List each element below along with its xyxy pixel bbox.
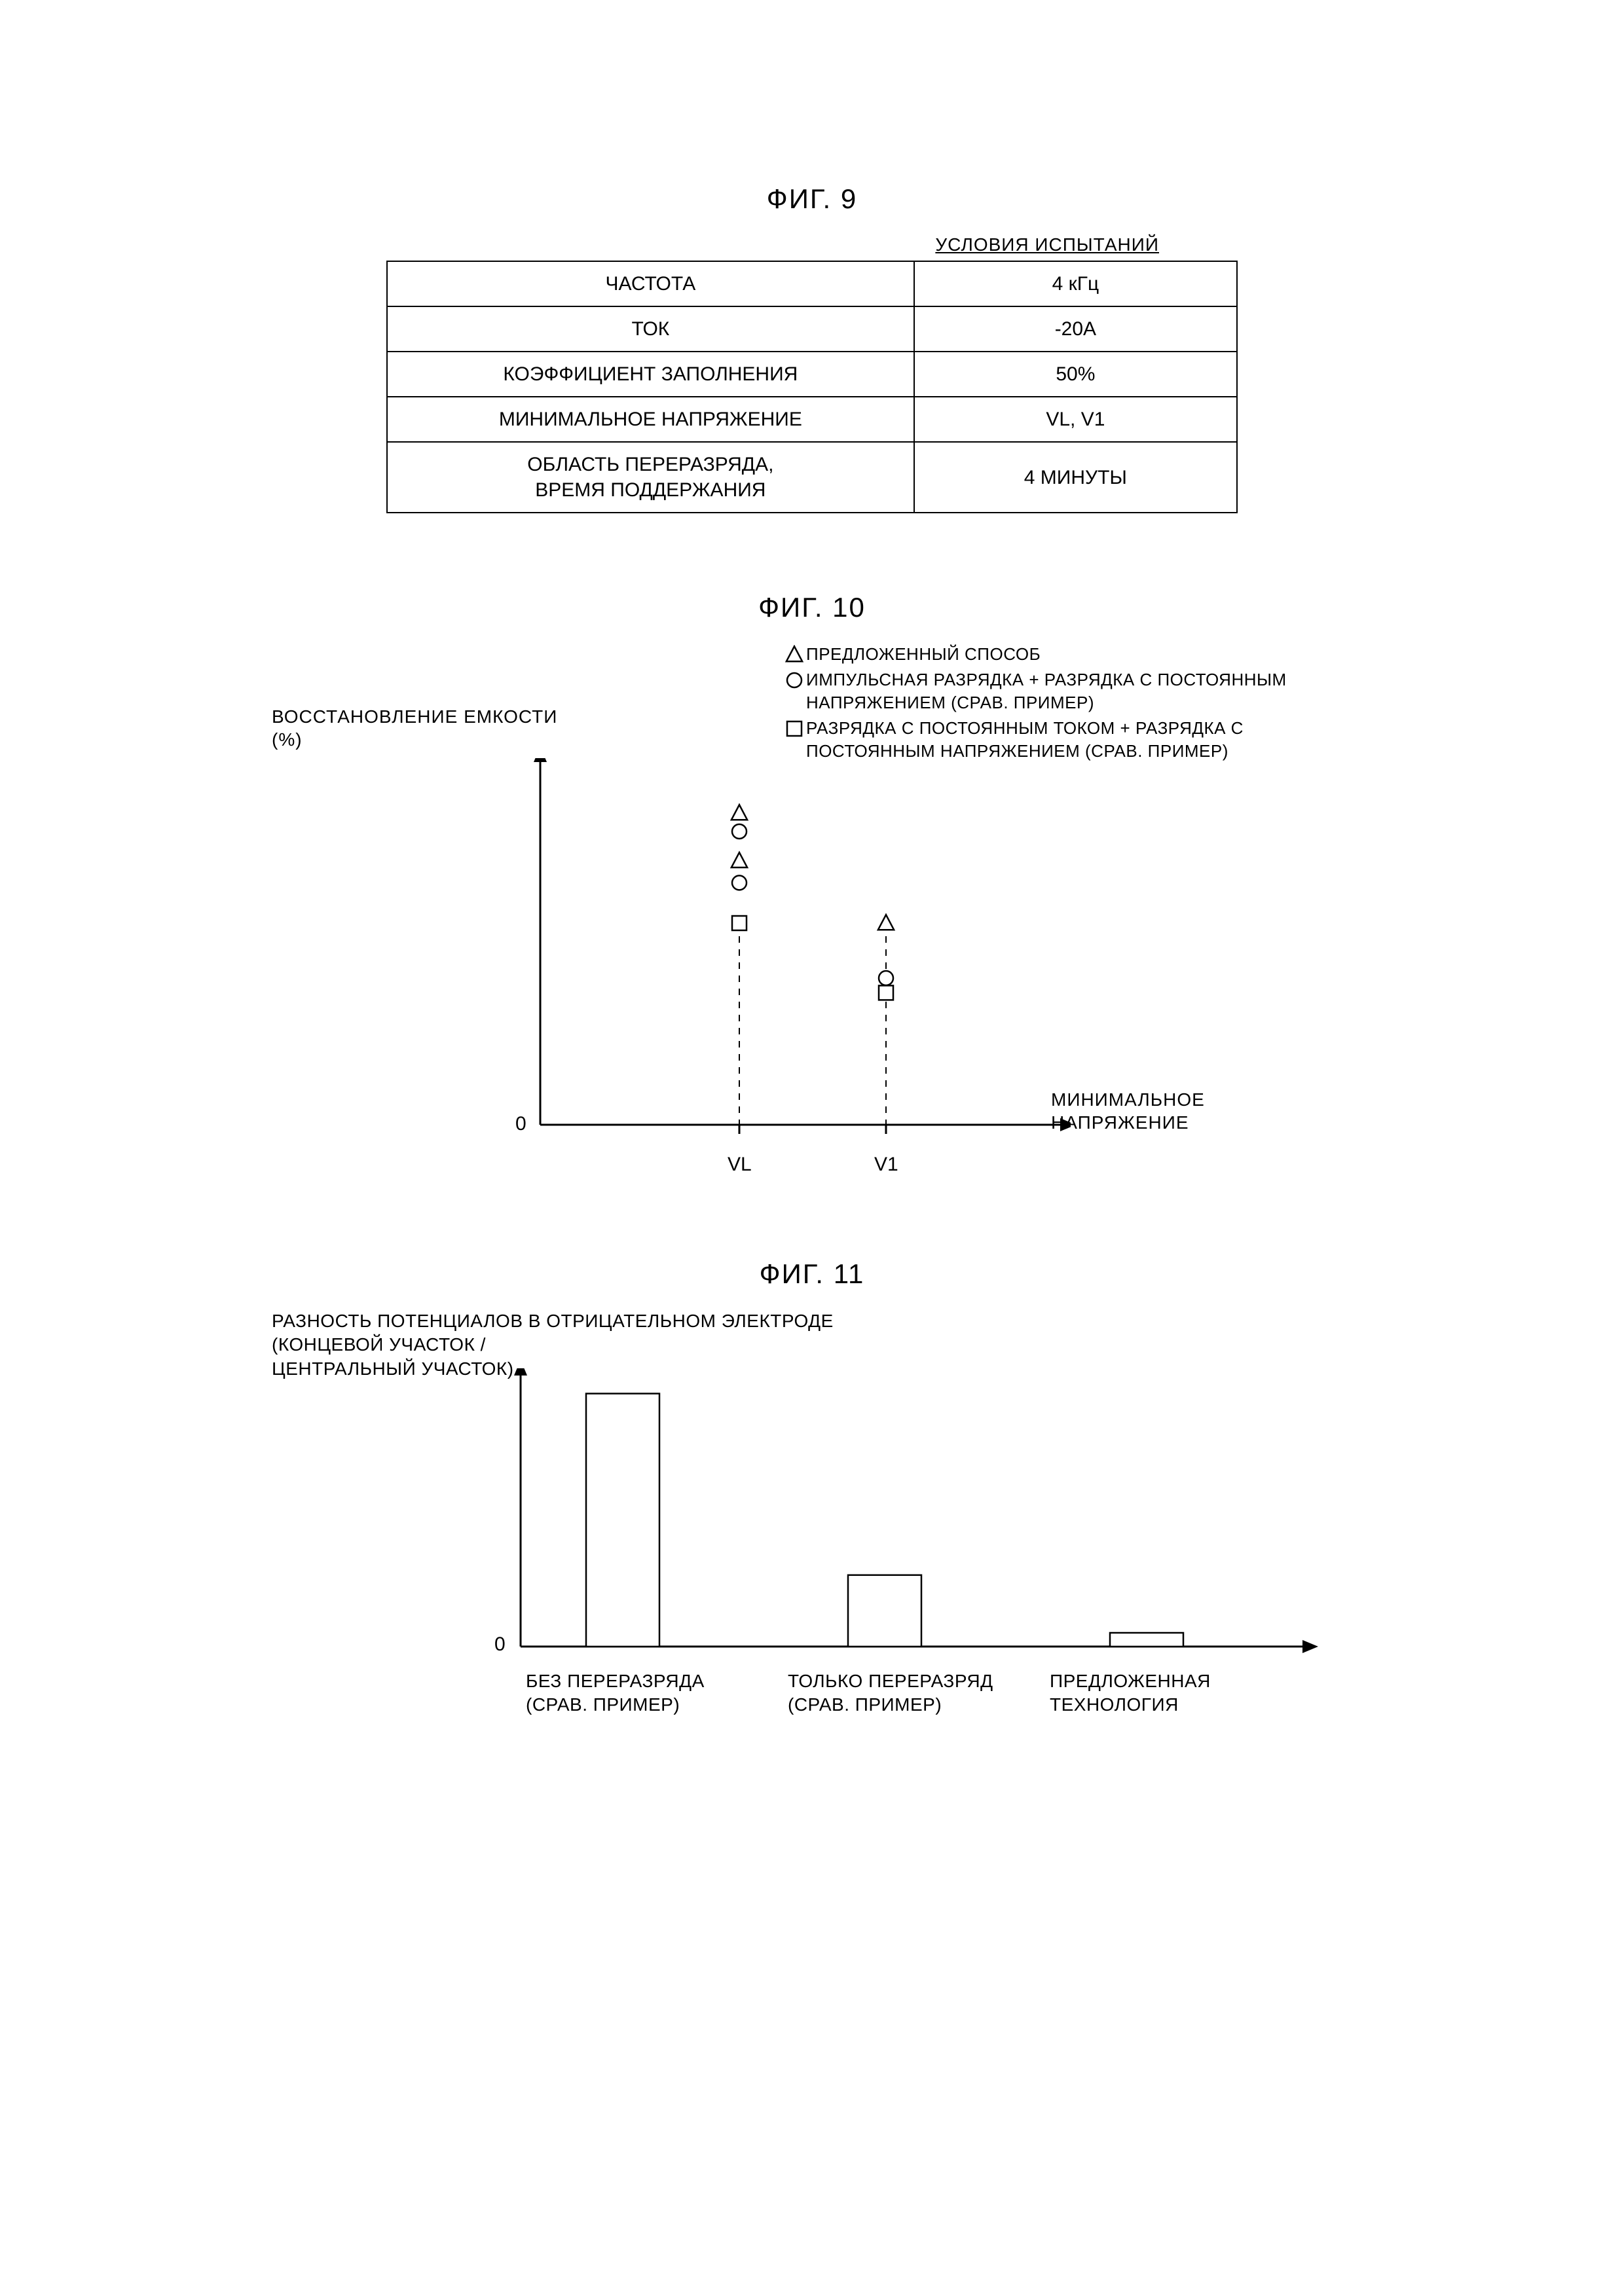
triangle-icon	[783, 643, 806, 665]
fig10-y-label-line2: (%)	[272, 729, 303, 750]
fig11-cat-2: ПРЕДЛОЖЕННАЯТЕХНОЛОГИЯ	[1050, 1669, 1211, 1717]
fig11-plot	[514, 1368, 1339, 1676]
legend-item: ИМПУЛЬСНАЯ РАЗРЯДКА + РАЗРЯДКА С ПОСТОЯН…	[783, 668, 1343, 714]
fig11-y-label-l3: ЦЕНТРАЛЬНЫЙ УЧАСТОК)	[272, 1358, 514, 1379]
table-row: ОБЛАСТЬ ПЕРЕРАЗРЯДА,ВРЕМЯ ПОДДЕРЖАНИЯ4 М…	[387, 442, 1237, 513]
fig10-x-label-line2: НАПРЯЖЕНИЕ	[1051, 1112, 1189, 1133]
fig11-origin-label: 0	[494, 1633, 506, 1656]
fig10-x-label: МИНИМАЛЬНОЕ НАПРЯЖЕНИЕ	[1051, 1088, 1205, 1134]
value-cell: 50%	[914, 352, 1237, 397]
table-row: ТОК-20А	[387, 306, 1237, 352]
legend-item: ПРЕДЛОЖЕННЫЙ СПОСОБ	[783, 643, 1343, 666]
square-icon	[783, 717, 806, 738]
fig10-container: ПРЕДЛОЖЕННЫЙ СПОСОБИМПУЛЬСНАЯ РАЗРЯДКА +…	[272, 643, 1352, 1180]
fig11-cat-0: БЕЗ ПЕРЕРАЗРЯДА(СРАВ. ПРИМЕР)	[526, 1669, 705, 1717]
fig10-xtick-vl: VL	[728, 1154, 752, 1176]
fig10-x-label-line1: МИНИМАЛЬНОЕ	[1051, 1089, 1205, 1110]
circle-icon	[783, 668, 806, 690]
legend-item: РАЗРЯДКА С ПОСТОЯННЫМ ТОКОМ + РАЗРЯДКА С…	[783, 717, 1343, 763]
fig10-y-label-line1: ВОССТАНОВЛЕНИЕ ЕМКОСТИ	[272, 706, 557, 727]
legend-text: ПРЕДЛОЖЕННЫЙ СПОСОБ	[806, 643, 1041, 666]
value-cell: 4 кГц	[914, 261, 1237, 306]
fig10-xtick-v1: V1	[874, 1154, 898, 1176]
value-cell: VL, V1	[914, 397, 1237, 442]
table-row: ЧАСТОТА4 кГц	[387, 261, 1237, 306]
conditions-table: ЧАСТОТА4 кГцТОК-20АКОЭФФИЦИЕНТ ЗАПОЛНЕНИ…	[386, 261, 1238, 513]
fig9-table-container: УСЛОВИЯ ИСПЫТАНИЙ ЧАСТОТА4 кГцТОК-20АКОЭ…	[386, 234, 1238, 513]
param-cell: МИНИМАЛЬНОЕ НАПРЯЖЕНИЕ	[387, 397, 914, 442]
fig9-title: ФИГ. 9	[183, 183, 1441, 215]
param-cell: ТОК	[387, 306, 914, 352]
fig11-title: ФИГ. 11	[183, 1258, 1441, 1290]
fig11-container: РАЗНОСТЬ ПОТЕНЦИАЛОВ В ОТРИЦАТЕЛЬНОМ ЭЛЕ…	[272, 1309, 1352, 1768]
legend-text: ИМПУЛЬСНАЯ РАЗРЯДКА + РАЗРЯДКА С ПОСТОЯН…	[806, 668, 1343, 714]
param-cell: ЧАСТОТА	[387, 261, 914, 306]
fig11-cat-1: ТОЛЬКО ПЕРЕРАЗРЯД(СРАВ. ПРИМЕР)	[788, 1669, 993, 1717]
fig10-plot	[534, 758, 1071, 1157]
table-row: КОЭФФИЦИЕНТ ЗАПОЛНЕНИЯ50%	[387, 352, 1237, 397]
fig10-legend: ПРЕДЛОЖЕННЫЙ СПОСОБИМПУЛЬСНАЯ РАЗРЯДКА +…	[783, 643, 1343, 765]
fig10-y-label: ВОССТАНОВЛЕНИЕ ЕМКОСТИ (%)	[272, 705, 557, 751]
table-row: МИНИМАЛЬНОЕ НАПРЯЖЕНИЕVL, V1	[387, 397, 1237, 442]
param-cell: КОЭФФИЦИЕНТ ЗАПОЛНЕНИЯ	[387, 352, 914, 397]
fig10-origin-label: 0	[515, 1113, 526, 1135]
legend-text: РАЗРЯДКА С ПОСТОЯННЫМ ТОКОМ + РАЗРЯДКА С…	[806, 717, 1343, 763]
fig9-caption: УСЛОВИЯ ИСПЫТАНИЙ	[386, 234, 1238, 255]
fig10-title: ФИГ. 10	[183, 592, 1441, 623]
value-cell: -20А	[914, 306, 1237, 352]
fig11-y-label-l1: РАЗНОСТЬ ПОТЕНЦИАЛОВ В ОТРИЦАТЕЛЬНОМ ЭЛЕ…	[272, 1311, 834, 1331]
value-cell: 4 МИНУТЫ	[914, 442, 1237, 513]
fig11-y-label-l2: (КОНЦЕВОЙ УЧАСТОК /	[272, 1334, 486, 1355]
param-cell: ОБЛАСТЬ ПЕРЕРАЗРЯДА,ВРЕМЯ ПОДДЕРЖАНИЯ	[387, 442, 914, 513]
